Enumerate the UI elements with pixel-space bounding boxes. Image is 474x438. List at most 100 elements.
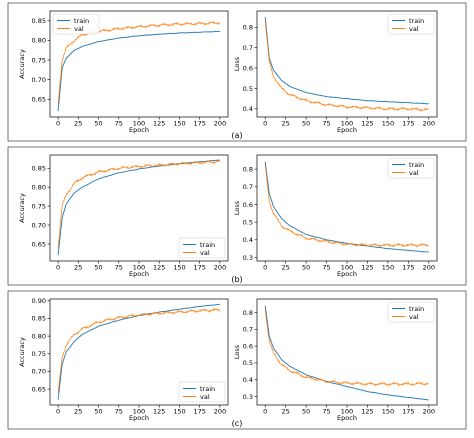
x-tick-label: 50 [302, 120, 310, 128]
x-tick-label: 175 [193, 120, 205, 128]
x-axis-label: Epoch [337, 126, 357, 134]
x-tick-label: 125 [153, 408, 165, 416]
y-axis-label: Loss [233, 200, 241, 215]
x-tick-label: 175 [402, 264, 414, 272]
y-tick-label: 0.85 [32, 17, 46, 25]
x-axis-label: Epoch [129, 126, 149, 134]
y-axis-label: Accuracy [18, 49, 26, 79]
y-tick-label: 0.6 [243, 64, 253, 72]
accuracy-chart: 0 25 50 75 100 125 150 175 200 0.65 0.70 0.75 0.80 0.… [18, 297, 229, 422]
y-tick-label: 0.8 [243, 309, 253, 317]
x-tick-label: 75 [322, 264, 330, 272]
x-tick-label: 25 [281, 264, 289, 272]
y-tick-label: 0.6 [243, 342, 253, 350]
series-line-val [57, 308, 221, 393]
y-axis-label: Accuracy [18, 337, 26, 367]
y-tick-label: 0.7 [243, 326, 253, 334]
y-tick-label: 0.8 [243, 165, 253, 173]
x-tick-label: 200 [423, 408, 435, 416]
x-tick-label: 175 [193, 264, 205, 272]
series-line-val [57, 159, 221, 248]
x-tick-label: 200 [214, 264, 226, 272]
panel-caption: (b) [231, 275, 242, 284]
x-tick-label: 125 [361, 264, 373, 272]
panel-caption: (c) [232, 419, 243, 428]
x-tick-label: 75 [322, 120, 330, 128]
x-tick-label: 25 [74, 408, 82, 416]
x-tick-label: 125 [361, 408, 373, 416]
x-tick-label: 75 [115, 264, 123, 272]
accuracy-chart: 0 25 50 75 100 125 150 175 200 0.65 0.70 0.75 0.80 0.… [18, 10, 229, 134]
legend-label-train: train [200, 241, 215, 249]
x-tick-label: 75 [322, 408, 330, 416]
legend-label-train: train [74, 17, 89, 25]
x-axis-label: Epoch [337, 270, 357, 278]
y-tick-label: 0.75 [32, 350, 46, 358]
x-tick-label: 150 [173, 120, 185, 128]
x-tick-label: 150 [382, 120, 394, 128]
x-tick-label: 175 [402, 408, 414, 416]
x-tick-label: 50 [302, 408, 310, 416]
x-tick-label: 50 [302, 264, 310, 272]
y-tick-label: 0.3 [243, 393, 253, 401]
x-tick-label: 0 [263, 264, 267, 272]
y-tick-label: 0.80 [32, 183, 46, 191]
y-tick-label: 0.90 [32, 297, 46, 305]
series-line-val [264, 21, 429, 112]
x-tick-label: 0 [56, 408, 60, 416]
y-tick-label: 0.85 [32, 315, 46, 323]
series-line-train [264, 305, 429, 401]
x-tick-label: 100 [341, 264, 353, 272]
x-tick-label: 0 [56, 264, 60, 272]
y-axis-label: Accuracy [18, 193, 26, 223]
y-tick-label: 0.4 [243, 376, 253, 384]
x-tick-label: 150 [382, 264, 394, 272]
loss-chart: 0 25 50 75 100 125 150 175 200 0.3 0.4 0.5 0.6 0.7 0.8… [233, 298, 438, 422]
x-tick-label: 25 [281, 120, 289, 128]
x-tick-label: 0 [263, 408, 267, 416]
legend-label-val: val [74, 25, 84, 33]
x-tick-label: 150 [173, 264, 185, 272]
legend-label-val: val [409, 25, 419, 33]
x-tick-label: 50 [94, 264, 102, 272]
panel-frame [7, 290, 467, 430]
x-tick-label: 200 [214, 408, 226, 416]
x-tick-label: 175 [193, 408, 205, 416]
y-axis-label: Loss [233, 344, 241, 359]
y-tick-label: 0.75 [32, 202, 46, 210]
legend-label-val: val [200, 393, 210, 401]
x-tick-label: 100 [341, 120, 353, 128]
series-line-val [264, 309, 429, 387]
y-tick-label: 0.7 [243, 183, 253, 191]
x-axis-label: Epoch [337, 414, 357, 422]
legend-label-train: train [409, 305, 424, 313]
y-tick-label: 0.65 [32, 96, 46, 104]
y-tick-label: 0.3 [243, 254, 253, 262]
y-tick-label: 0.4 [243, 105, 253, 113]
loss-chart: 0 25 50 75 100 125 150 175 200 0.3 0.4 0.5 0.6 0.7 0.8… [233, 154, 438, 278]
x-tick-label: 0 [56, 120, 60, 128]
y-tick-label: 0.65 [32, 385, 46, 393]
x-tick-label: 50 [94, 408, 102, 416]
y-tick-label: 0.8 [243, 24, 253, 32]
y-axis-label: Loss [233, 56, 241, 71]
x-tick-label: 200 [423, 264, 435, 272]
y-tick-label: 0.70 [32, 76, 46, 84]
y-tick-label: 0.6 [243, 201, 253, 209]
y-tick-label: 0.80 [32, 332, 46, 340]
legend-label-val: val [409, 169, 419, 177]
x-tick-label: 125 [153, 264, 165, 272]
x-tick-label: 75 [115, 120, 123, 128]
series-line-val [264, 165, 429, 248]
series-line-val [57, 21, 221, 104]
x-tick-label: 125 [361, 120, 373, 128]
x-axis-label: Epoch [129, 270, 149, 278]
y-tick-label: 0.65 [32, 240, 46, 248]
x-tick-label: 200 [214, 120, 226, 128]
series-line-train [264, 17, 429, 105]
legend-label-val: val [200, 249, 210, 257]
